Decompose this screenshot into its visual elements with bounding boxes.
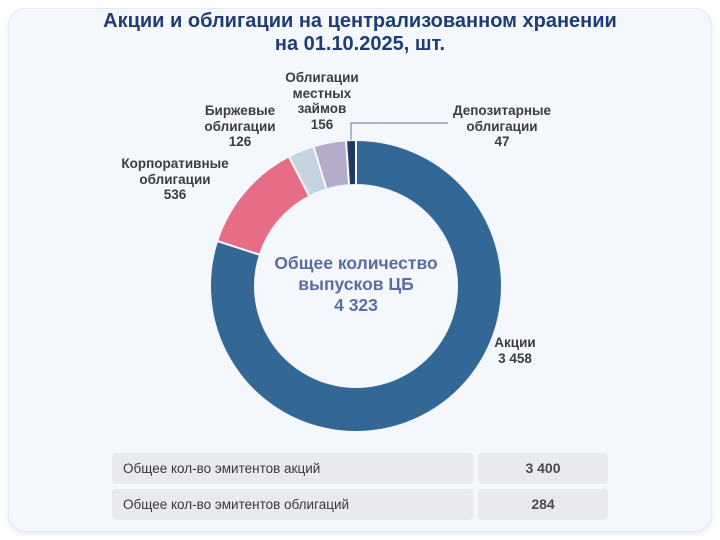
donut-center-text: Общее количество выпусков ЦБ 4 323	[236, 253, 476, 316]
callout-exchange-label: Биржевые облигации	[204, 103, 276, 134]
callout-municipal-label: Облигации местных займов	[285, 70, 359, 116]
infographic-card	[8, 8, 712, 532]
table-row-value: 284	[478, 489, 608, 520]
callout-exchange-bonds: Биржевые облигации 126	[180, 103, 300, 150]
callout-depositary-label: Депозитарные облигации	[452, 103, 552, 134]
table-row: Общее кол-во эмитентов облигаций 284	[112, 489, 608, 520]
donut-segment-depositary	[345, 138, 357, 187]
donut-segments	[209, 138, 503, 433]
donut-segment-shares	[209, 139, 503, 433]
callout-corporate-bonds: Корпоративные облигации 536	[95, 156, 255, 203]
chart-title-line1: Акции и облигации на централизованном хр…	[103, 10, 617, 32]
depositary-callout-line	[350, 122, 448, 140]
callout-municipal-value: 156	[310, 116, 334, 132]
callout-exchange-value: 126	[228, 134, 252, 149]
callout-corporate-value: 536	[163, 187, 187, 202]
callout-shares: Акции 3 458	[455, 335, 575, 366]
callout-shares-label: Акции	[494, 335, 536, 350]
callout-depositary-bonds: Депозитарные облигации 47	[432, 103, 572, 150]
table-row-value: 3 400	[478, 453, 608, 484]
table-row-label: Общее кол-во эмитентов облигаций	[112, 489, 473, 520]
callout-shares-value: 3 458	[498, 350, 532, 366]
chart-title-line2: на 01.10.2025, шт.	[274, 33, 446, 55]
table-row-label: Общее кол-во эмитентов акций	[112, 453, 473, 484]
donut-center-label: Общее количество выпусков ЦБ	[274, 253, 438, 294]
donut-center-value: 4 323	[334, 295, 378, 315]
issuers-summary-table: Общее кол-во эмитентов акций 3 400 Общее…	[112, 453, 608, 525]
callout-municipal-bonds: Облигации местных займов 156	[262, 70, 382, 132]
callout-corporate-label: Корпоративные облигации	[121, 156, 229, 187]
table-row: Общее кол-во эмитентов акций 3 400	[112, 453, 608, 484]
callout-depositary-value: 47	[494, 134, 510, 149]
